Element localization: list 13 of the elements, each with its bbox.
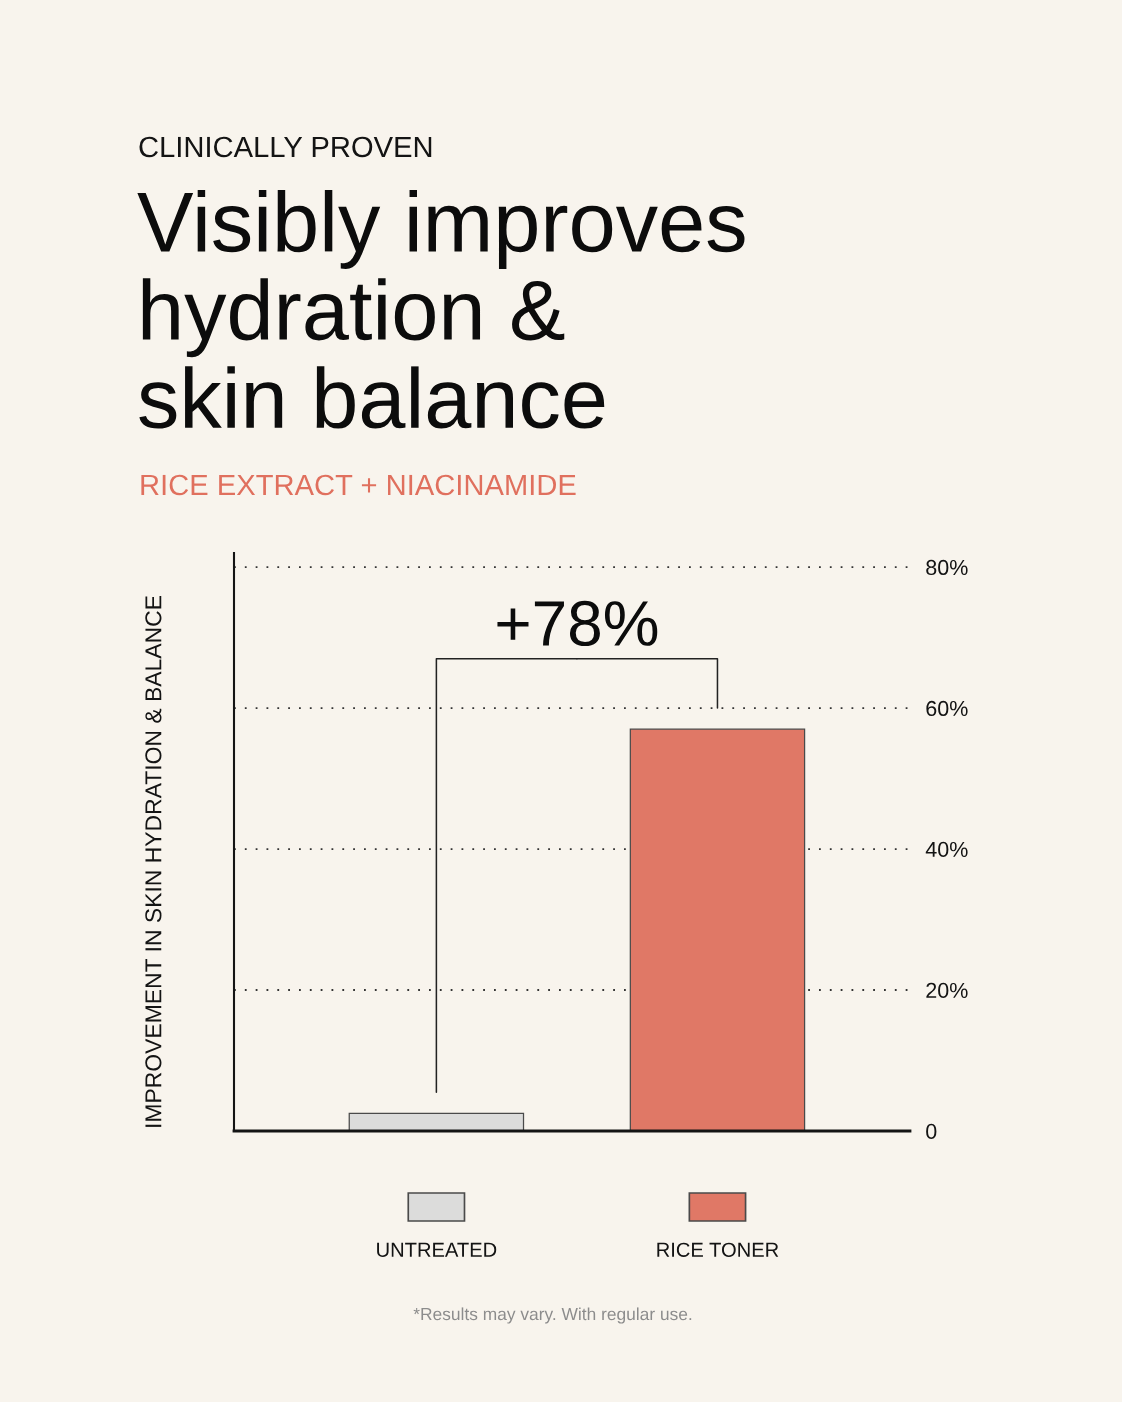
y-tick-label: 80% — [926, 559, 968, 576]
y-tick-label: 60% — [926, 700, 968, 717]
y-tick-label: 40% — [925, 841, 968, 858]
chart-title: Visibly improves hydration & skin balance — [137, 190, 745, 429]
x-tick-label: UNTREATED — [377, 1242, 497, 1257]
text: CLINICALLY PROVEN — [139, 136, 432, 158]
chart-subtitle: RICE EXTRACT + NIACINAMIDE — [141, 474, 576, 496]
y-axis-title: IMPROVEMENT IN SKIN HYDRATION & BALANCE — [145, 595, 162, 1127]
y-tick-label: 20% — [926, 982, 968, 999]
annotation: +78% — [497, 600, 658, 647]
y-tick-label: 0 — [926, 1123, 937, 1140]
x-tick-label: RICE TONER — [657, 1242, 779, 1257]
text: *Results may vary. With regular use. — [413, 1307, 692, 1324]
